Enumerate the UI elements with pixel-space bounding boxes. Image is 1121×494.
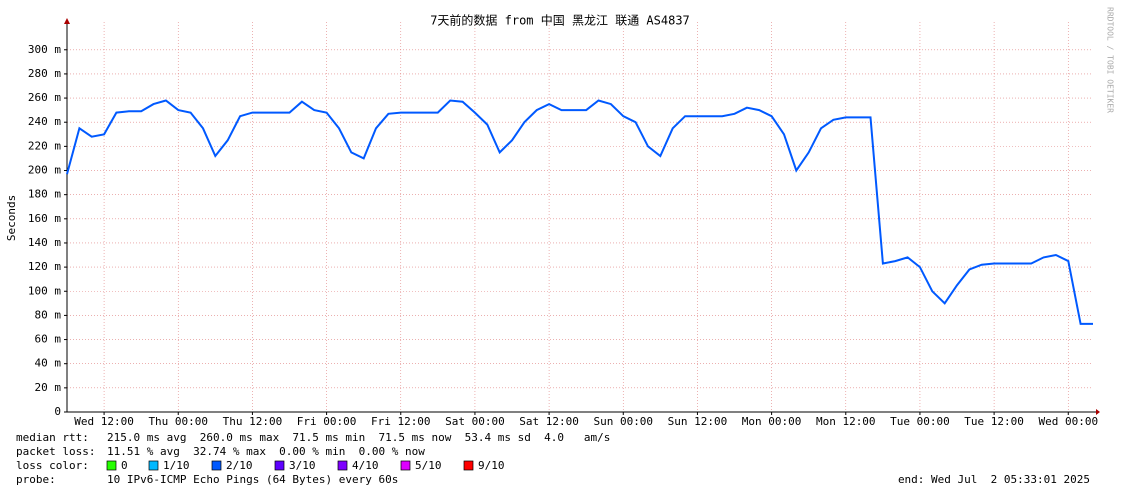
y-tick-label: 120 m	[28, 260, 61, 273]
y-tick-label: 240 m	[28, 115, 61, 128]
y-tick-label: 280 m	[28, 67, 61, 80]
legend-label: packet loss:	[16, 445, 95, 458]
legend-swatch	[400, 460, 411, 471]
series-line	[66, 99, 1093, 325]
y-tick-label: 140 m	[28, 236, 61, 249]
end-time: end: Wed Jul 2 05:33:01 2025	[898, 473, 1090, 486]
legend-label: probe:	[16, 473, 56, 486]
x-axis-arrow	[1096, 409, 1100, 415]
y-axis-label: Seconds	[5, 195, 18, 241]
x-tick-label: Wed 12:00	[74, 415, 134, 428]
legend-entry: 0	[121, 459, 128, 472]
legend-entry: 5/10	[415, 459, 442, 472]
y-tick-label: 220 m	[28, 139, 61, 152]
x-tick-label: Sat 00:00	[445, 415, 505, 428]
watermark: RRDTOOL / TOBI OETIKER	[1106, 7, 1115, 113]
y-tick-label: 80 m	[35, 308, 62, 321]
x-tick-label: Tue 00:00	[890, 415, 950, 428]
x-tick-label: Sun 00:00	[593, 415, 653, 428]
legend-swatch	[463, 460, 474, 471]
legend-entry: 9/10	[478, 459, 505, 472]
y-tick-label: 260 m	[28, 91, 61, 104]
legend-stats: 10 IPv6-ICMP Echo Pings (64 Bytes) every…	[107, 473, 398, 486]
legend-swatch	[274, 460, 285, 471]
legend-swatch	[148, 460, 159, 471]
y-tick-label: 160 m	[28, 212, 61, 225]
x-tick-label: Thu 00:00	[148, 415, 208, 428]
legend-entry: 3/10	[289, 459, 316, 472]
y-axis-arrow	[64, 18, 70, 24]
legend: median rtt: 215.0 ms avg 260.0 ms max 71…	[16, 431, 1090, 486]
legend-swatch	[106, 460, 117, 471]
x-tick-label: Wed 00:00	[1038, 415, 1098, 428]
x-tick-label: Sun 12:00	[668, 415, 728, 428]
legend-stats: 215.0 ms avg 260.0 ms max 71.5 ms min 71…	[107, 431, 610, 444]
y-tick-label: 60 m	[35, 333, 62, 346]
legend-entry: 1/10	[163, 459, 190, 472]
legend-label: median rtt:	[16, 431, 89, 444]
x-tick-label: Thu 12:00	[223, 415, 283, 428]
y-tick-label: 0	[54, 405, 61, 418]
legend-stats: 11.51 % avg 32.74 % max 0.00 % min 0.00 …	[107, 445, 425, 458]
y-tick-label: 100 m	[28, 284, 61, 297]
legend-entry: 4/10	[352, 459, 379, 472]
x-tick-label: Fri 00:00	[297, 415, 357, 428]
x-tick-label: Mon 00:00	[742, 415, 802, 428]
legend-entry: 2/10	[226, 459, 253, 472]
x-tick-label: Sat 12:00	[519, 415, 579, 428]
x-tick-label: Mon 12:00	[816, 415, 876, 428]
y-tick-label: 40 m	[35, 357, 62, 370]
x-tick-label: Tue 12:00	[964, 415, 1024, 428]
legend-swatch	[337, 460, 348, 471]
x-tick-label: Fri 12:00	[371, 415, 431, 428]
plot-area	[67, 22, 1093, 412]
chart-title: 7天前的数据 from 中国 黑龙江 联通 AS4837	[430, 13, 690, 28]
y-tick-label: 300 m	[28, 43, 61, 56]
y-tick-label: 180 m	[28, 188, 61, 201]
legend-label: loss color:	[16, 459, 89, 472]
legend-swatch	[211, 460, 222, 471]
y-tick-label: 200 m	[28, 164, 61, 177]
y-tick-label: 20 m	[35, 381, 62, 394]
